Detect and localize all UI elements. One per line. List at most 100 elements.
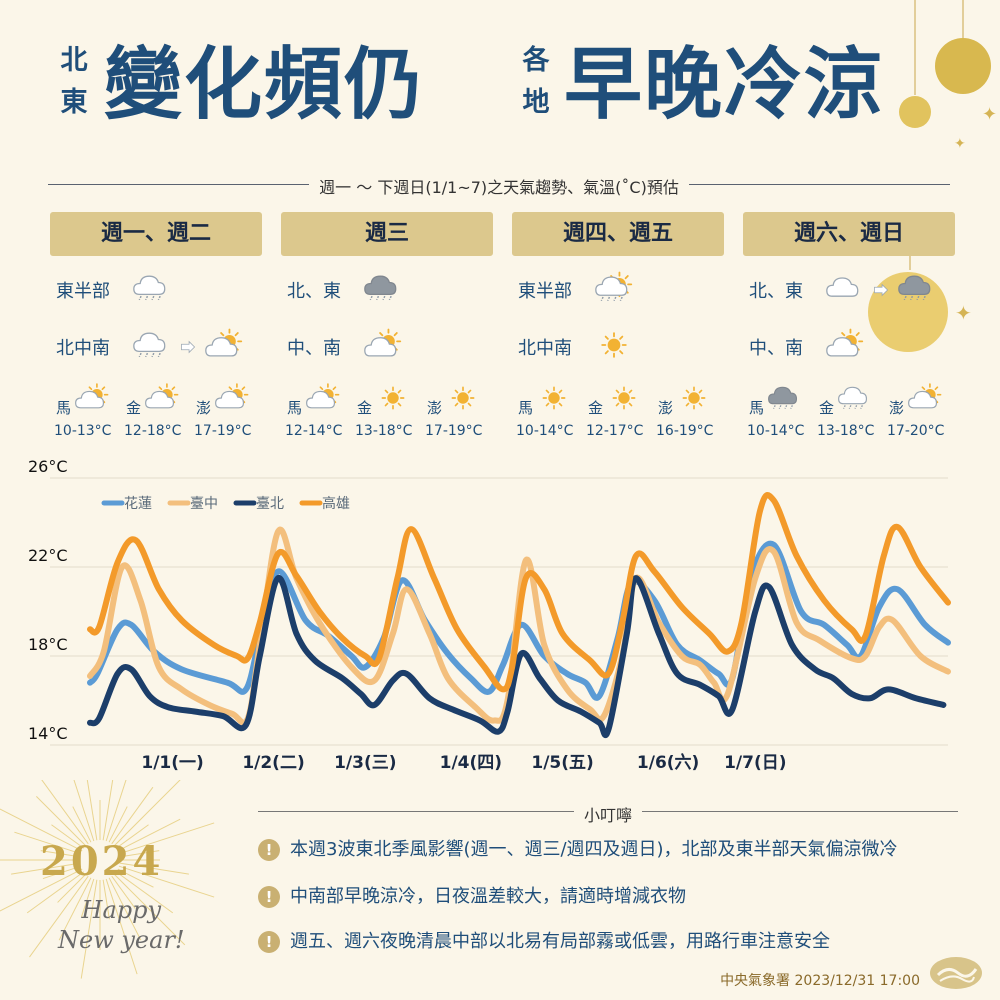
rain-cloud-icon [132,271,172,309]
temp-range: 17-19°C [194,423,252,439]
partly-sunny-icon [214,382,250,418]
partly-sunny-icon [907,382,943,418]
title-left-small-2: 東 [60,87,88,118]
temp-range: 16-19°C [656,423,714,439]
partly-sunny-icon [305,382,341,418]
tip-text: 週五、週六夜晚清晨中部以北易有局部霧或低雲，用路行車注意安全 [290,931,830,952]
greeting: Happy New year! [58,895,185,955]
sunny-icon [375,382,411,418]
greeting-line-1: Happy [81,896,162,924]
island-name: 金 [357,399,373,417]
region-label: 東半部 [518,281,572,302]
series-line-花蓮 [87,540,951,701]
island-name: 金 [588,399,604,417]
x-tick-label: 1/5(五) [531,753,593,773]
sun-rain-icon [594,271,634,309]
region-label: 北中南 [56,338,110,359]
temp-range: 12-14°C [285,423,343,439]
temp-range: 10-14°C [747,423,805,439]
x-tick-label: 1/2(二) [242,753,304,773]
tip-item: ! 週五、週六夜晚清晨中部以北易有局部霧或低雲，用路行車注意安全 [258,927,830,957]
island-name: 金 [126,399,142,417]
cwa-logo [930,957,982,989]
island-name: 馬 [749,399,765,417]
partly-sunny-icon [825,328,865,366]
day-header: 週四、週五 [512,212,724,256]
tips-title: 小叮嚀 [573,806,642,825]
island-name: 金 [819,399,835,417]
dark-rain-cloud-icon [363,271,403,309]
partly-sunny-icon [144,382,180,418]
subtitle: 週一 ～ 下週日(1/1~7)之天氣趨勢、氣溫(˚C)預估 [309,178,689,197]
temp-range: 10-14°C [516,423,574,439]
sunny-icon [445,382,481,418]
x-tick-label: 1/4(四) [440,753,502,773]
title-left-big: 變化頻仍 [104,40,425,130]
island-name: 馬 [518,399,534,417]
temp-range: 13-18°C [355,423,413,439]
island-name: 馬 [287,399,303,417]
temp-range: 12-18°C [124,423,182,439]
title-right-small-1: 各 [522,45,550,76]
legend-label: 臺中 [190,496,218,512]
legend-label: 臺北 [256,496,284,512]
tip-item: ! 本週3波東北季風影響(週一、週三/週四及週日)，北部及東半部天氣偏涼微冷 [258,835,898,865]
svg-text:✦: ✦ [955,301,972,325]
svg-text:✦: ✦ [982,104,997,125]
legend-label: 花蓮 [124,496,152,512]
ornament-decoration: ✦ ✦ [899,0,997,152]
region-label: 北、東 [287,281,341,302]
title-right-big: 早晚冷涼 [564,40,885,130]
temp-range: 17-20°C [887,423,945,439]
arrow-right-icon [869,279,893,305]
arrow-right-icon [176,336,200,362]
region-label: 中、南 [287,338,341,359]
exclamation-icon: ! [258,886,280,908]
exclamation-icon: ! [258,839,280,861]
day-header: 週三 [281,212,493,256]
island-name: 澎 [889,399,905,417]
temp-range: 17-19°C [425,423,483,439]
tip-item: ! 中南部早晚涼冷，日夜溫差較大，請適時增減衣物 [258,882,686,912]
x-tick-label: 1/6(六) [637,752,699,773]
rain-cloud-icon [837,382,873,418]
title-left-small-1: 北 [60,45,88,76]
sunny-icon [676,382,712,418]
day-header: 週六、週日 [743,212,955,256]
dark-rain-cloud-icon [767,382,803,418]
sunny-icon [536,382,572,418]
rain-cloud-icon [132,328,172,366]
footer-source: 中央氣象署 2023/12/31 17:00 [720,973,920,989]
partly-sunny-icon [363,328,403,366]
greeting-line-2: New year! [58,926,185,954]
island-name: 澎 [196,399,212,417]
title-right-small-2: 地 [522,87,550,118]
sunny-icon [594,328,634,366]
series-line-臺北 [87,575,947,739]
y-tick-label: 22°C [28,546,68,565]
temp-range: 13-18°C [817,423,875,439]
day-header: 週一、週二 [50,212,262,256]
legend-label: 高雄 [322,495,350,512]
region-label: 北、東 [749,281,803,302]
partly-sunny-icon [74,382,110,418]
ornament-decoration-2: ✦ [868,240,972,352]
dark-rain-cloud-icon [897,271,937,309]
svg-text:✦: ✦ [954,136,966,152]
temperature-line-chart: 26°C 22°C 18°C 14°C 1/1(一) 1/2(二) 1/3(三) 1/4(四)… [28,460,951,773]
tip-text: 本週3波東北季風影響(週一、週三/週四及週日)，北部及東半部天氣偏涼微冷 [290,839,898,860]
x-tick-label: 1/7(日) [724,753,786,773]
y-tick-label: 18°C [28,635,68,654]
y-tick-label: 14°C [28,724,68,743]
x-tick-label: 1/3(三) [334,753,396,773]
subtitle-row: 週一 ～ 下週日(1/1~7)之天氣趨勢、氣溫(˚C)預估 [48,172,950,198]
cloud-icon [825,271,865,309]
exclamation-icon: ! [258,931,280,953]
sunny-icon [606,382,642,418]
tips-header: 小叮嚀 [258,800,958,825]
x-tick-label: 1/1(一) [141,753,203,773]
y-tick-label: 26°C [28,460,68,476]
temp-range: 12-17°C [586,423,644,439]
series-line-高雄 [87,492,951,693]
firework-decoration [0,780,215,979]
